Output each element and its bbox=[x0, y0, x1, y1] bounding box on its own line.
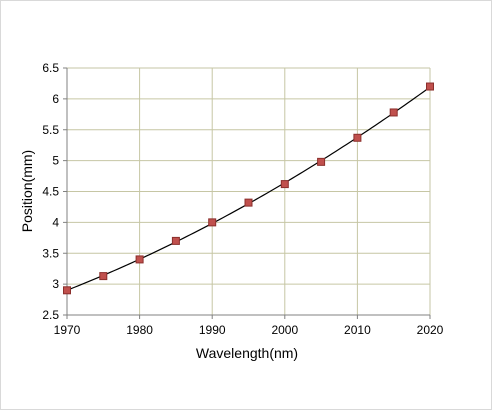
y-tick-label: 3 bbox=[52, 277, 59, 291]
x-tick-label: 1980 bbox=[126, 323, 153, 337]
data-point bbox=[171, 236, 180, 245]
y-axis-title: Position(mm) bbox=[19, 150, 35, 232]
data-point bbox=[317, 157, 326, 166]
tick-label-layer: 2.5 3 3.5 4 4.5 5 5.5 6 6.5 1970 1980 1990 2000 2010 2… bbox=[42, 61, 443, 337]
y-tick-label: 6 bbox=[52, 92, 59, 106]
data-point bbox=[99, 272, 108, 281]
y-tick-label: 4.5 bbox=[42, 185, 59, 199]
x-tick-label: 1990 bbox=[199, 323, 226, 337]
y-tick-label: 5 bbox=[52, 154, 59, 168]
data-point bbox=[426, 82, 434, 91]
trendline bbox=[66, 86, 431, 291]
data-point bbox=[135, 255, 144, 264]
y-tick-label: 6.5 bbox=[42, 61, 59, 75]
x-axis-title: Wavelength(nm) bbox=[196, 345, 298, 361]
y-tick-label: 3.5 bbox=[42, 246, 59, 260]
y-tick-label: 4 bbox=[52, 215, 59, 229]
x-tick-label: 2020 bbox=[417, 323, 444, 337]
y-tick-label: 5.5 bbox=[42, 123, 59, 137]
x-tick-label: 1970 bbox=[54, 323, 81, 337]
data-point bbox=[389, 108, 398, 117]
trendline-layer bbox=[66, 86, 431, 291]
data-point bbox=[244, 198, 253, 207]
data-point bbox=[208, 218, 217, 227]
x-tick-label: 2010 bbox=[344, 323, 371, 337]
data-point bbox=[280, 180, 289, 189]
axis-layer bbox=[63, 67, 431, 319]
x-tick-label: 2000 bbox=[271, 323, 298, 337]
y-tick-label: 2.5 bbox=[42, 308, 59, 322]
data-point bbox=[353, 133, 362, 142]
data-point bbox=[63, 286, 71, 295]
marker-layer bbox=[63, 82, 434, 295]
grid-layer bbox=[66, 67, 431, 316]
